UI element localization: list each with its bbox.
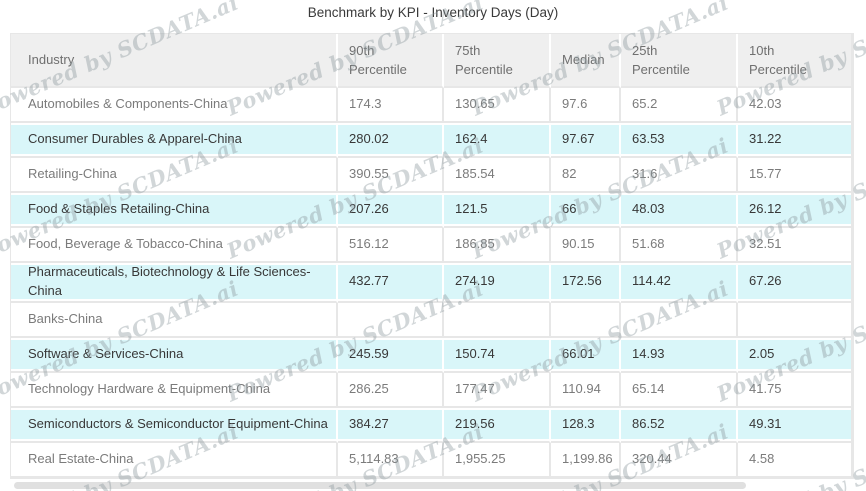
value-cell: 432.77 — [338, 263, 444, 303]
column-header-90th-percentile: 90th Percentile — [338, 34, 444, 88]
column-header-10th-percentile: 10th Percentile — [738, 34, 853, 88]
industry-cell: Semiconductors & Semiconductor Equipment… — [11, 407, 338, 443]
value-cell: 2.05 — [738, 337, 853, 373]
value-cell: 97.67 — [551, 123, 621, 158]
value-cell: 66 — [551, 193, 621, 228]
table-row: Consumer Durables & Apparel-China 280.02 1… — [11, 123, 853, 158]
table-row: Real Estate-China 5,114.83 1,955.25 1,199.8… — [11, 442, 853, 478]
value-cell: 51.68 — [621, 228, 738, 263]
table-row: Pharmaceuticals, Biotechnology & Life Sc… — [11, 263, 853, 303]
value-cell: 49.31 — [738, 407, 853, 443]
industry-cell: Banks-China — [11, 302, 338, 338]
column-header-label: 25th Percentile — [632, 42, 690, 78]
value-cell: 121.5 — [444, 193, 551, 228]
industry-cell: Technology Hardware & Equipment-China — [11, 372, 338, 408]
value-cell: 516.12 — [338, 228, 444, 263]
value-cell: 41.75 — [738, 372, 853, 408]
column-header-label: Median — [562, 52, 605, 68]
value-cell: 172.56 — [551, 263, 621, 303]
table-row: Food & Staples Retailing-China 207.26 121.… — [11, 193, 853, 228]
value-cell: 174.3 — [338, 88, 444, 123]
value-cell: 274.19 — [444, 263, 551, 303]
value-cell: 97.6 — [551, 88, 621, 123]
column-header-label: 90th Percentile — [349, 42, 407, 78]
value-cell: 207.26 — [338, 193, 444, 228]
value-cell — [738, 302, 853, 338]
value-cell: 42.03 — [738, 88, 853, 123]
value-cell: 150.74 — [444, 337, 551, 373]
value-cell: 14.93 — [621, 337, 738, 373]
table-row: Technology Hardware & Equipment-China 286… — [11, 372, 853, 408]
industry-cell: Food & Staples Retailing-China — [11, 193, 338, 228]
industry-cell: Consumer Durables & Apparel-China — [11, 123, 338, 158]
table-row: Semiconductors & Semiconductor Equipment… — [11, 407, 853, 443]
column-header-label: 75th Percentile — [455, 42, 513, 78]
column-header-25th-percentile: 25th Percentile — [621, 34, 738, 88]
value-cell: 390.55 — [338, 158, 444, 193]
value-cell: 31.22 — [738, 123, 853, 158]
column-header-median: Median — [551, 34, 621, 88]
industry-cell: Retailing-China — [11, 158, 338, 193]
value-cell: 90.15 — [551, 228, 621, 263]
industry-cell: Software & Services-China — [11, 337, 338, 373]
table-row: Software & Services-China 245.59 150.74 66.… — [11, 337, 853, 373]
value-cell: 65.2 — [621, 88, 738, 123]
table-row: Banks-China — [11, 302, 853, 338]
value-cell: 86.52 — [621, 407, 738, 443]
benchmark-table: Industry 90th Percentile 75th Percentile Me… — [10, 33, 854, 479]
value-cell: 130.65 — [444, 88, 551, 123]
value-cell: 65.14 — [621, 372, 738, 408]
value-cell: 245.59 — [338, 337, 444, 373]
value-cell: 31.6 — [621, 158, 738, 193]
value-cell: 5,114.83 — [338, 442, 444, 478]
value-cell: 219.56 — [444, 407, 551, 443]
table-row: Automobiles & Components-China 174.3 130.6… — [11, 88, 853, 123]
value-cell — [444, 302, 551, 338]
industry-cell: Real Estate-China — [11, 442, 338, 478]
value-cell — [338, 302, 444, 338]
value-cell: 110.94 — [551, 372, 621, 408]
value-cell: 320.44 — [621, 442, 738, 478]
value-cell: 114.42 — [621, 263, 738, 303]
value-cell: 185.54 — [444, 158, 551, 193]
industry-cell: Automobiles & Components-China — [11, 88, 338, 123]
value-cell: 66.01 — [551, 337, 621, 373]
value-cell: 67.26 — [738, 263, 853, 303]
value-cell: 177.47 — [444, 372, 551, 408]
horizontal-scrollbar-thumb[interactable] — [14, 482, 746, 489]
value-cell: 286.25 — [338, 372, 444, 408]
value-cell: 32.51 — [738, 228, 853, 263]
value-cell: 186.85 — [444, 228, 551, 263]
value-cell — [621, 302, 738, 338]
value-cell: 26.12 — [738, 193, 853, 228]
value-cell: 162.4 — [444, 123, 551, 158]
value-cell: 128.3 — [551, 407, 621, 443]
value-cell: 384.27 — [338, 407, 444, 443]
value-cell: 48.03 — [621, 193, 738, 228]
column-header-75th-percentile: 75th Percentile — [444, 34, 551, 88]
value-cell: 1,199.86 — [551, 442, 621, 478]
table-body: Automobiles & Components-China 174.3 130.6… — [11, 88, 853, 478]
page-title: Benchmark by KPI - Inventory Days (Day) — [307, 5, 559, 20]
industry-cell: Food, Beverage & Tobacco-China — [11, 228, 338, 263]
value-cell — [551, 302, 621, 338]
industry-cell: Pharmaceuticals, Biotechnology & Life Sc… — [11, 263, 338, 303]
table-header-row: Industry 90th Percentile 75th Percentile Me… — [11, 34, 853, 88]
value-cell: 15.77 — [738, 158, 853, 193]
value-cell: 1,955.25 — [444, 442, 551, 478]
table-row: Food, Beverage & Tobacco-China 516.12 186.… — [11, 228, 853, 263]
value-cell: 82 — [551, 158, 621, 193]
table-row: Retailing-China 390.55 185.54 82 31.6 15.77 — [11, 158, 853, 193]
value-cell: 63.53 — [621, 123, 738, 158]
column-header-label: 10th Percentile — [749, 42, 807, 78]
value-cell: 280.02 — [338, 123, 444, 158]
column-header-industry: Industry — [11, 34, 338, 88]
value-cell: 4.58 — [738, 442, 853, 478]
column-header-label: Industry — [28, 52, 75, 68]
